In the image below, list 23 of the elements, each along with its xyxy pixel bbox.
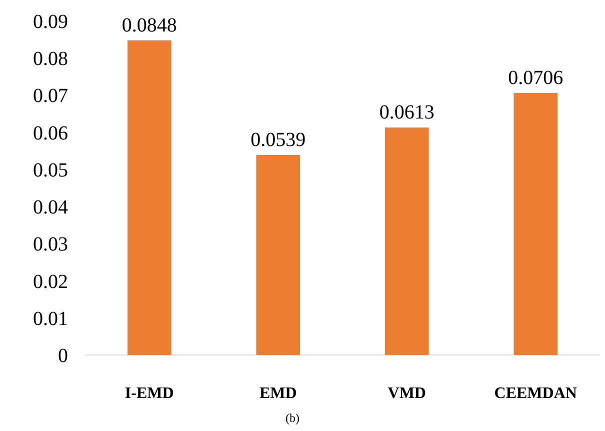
data-label: 0.0848 (122, 14, 177, 36)
y-tick-label: 0.05 (33, 159, 68, 182)
x-tick-label: I-EMD (124, 385, 174, 402)
y-tick-label: 0.08 (33, 48, 68, 70)
bar (384, 128, 429, 355)
y-tick-label: 0 (58, 345, 68, 367)
data-label: 0.0706 (508, 66, 564, 89)
y-tick-label: 0.06 (33, 122, 68, 144)
bar (127, 40, 172, 355)
y-tick-label: 0.04 (33, 196, 68, 219)
text: (b) (286, 411, 300, 425)
bar (514, 92, 558, 355)
y-tick-label: 0.09 (33, 11, 68, 33)
x-tick-label: VMD (388, 385, 426, 402)
data-label: 0.0539 (250, 128, 306, 151)
y-tick-label: 0.03 (33, 234, 68, 256)
y-tick-label: 0.07 (33, 85, 68, 108)
x-tick-label: EMD (259, 385, 297, 402)
x-tick-label: CEEMDAN (494, 385, 578, 402)
y-tick-label: 0.02 (33, 270, 68, 293)
data-label: 0.0613 (379, 102, 434, 124)
y-tick-label: 0.01 (33, 308, 68, 330)
bar (256, 154, 300, 355)
